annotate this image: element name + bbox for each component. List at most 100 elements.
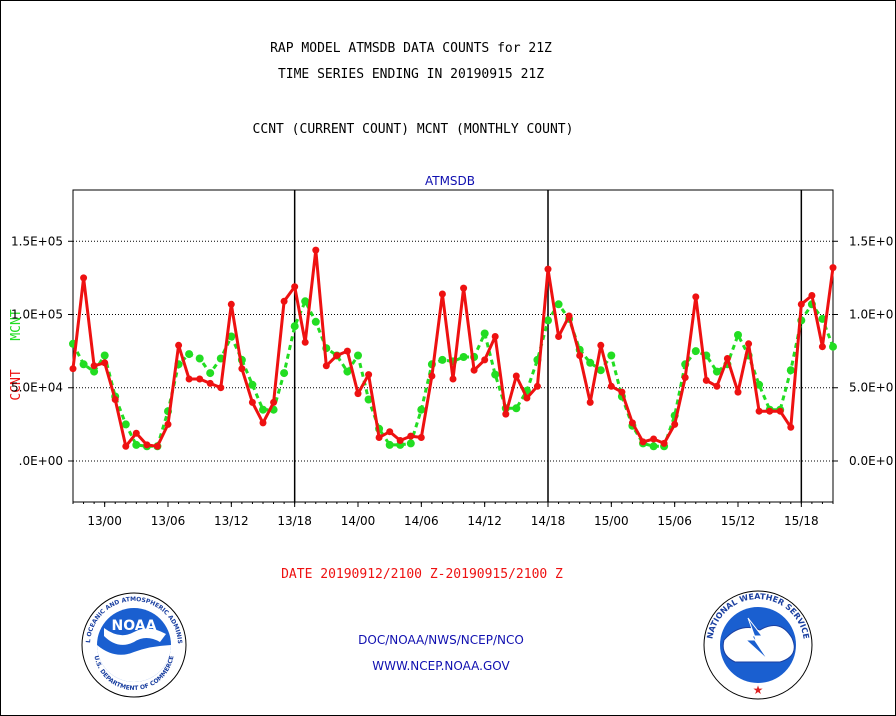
data-point-mcnt [100,351,109,360]
nws-logo: ★ NATIONAL WEATHER SERVICE [703,590,813,700]
data-point-mcnt [248,380,257,389]
data-point-mcnt [607,351,616,360]
x-tick-label: 15/06 [657,514,692,528]
noaa-text: NOAA [112,618,157,634]
x-tick-label: 15/00 [594,514,629,528]
y-tick-label-right: 1.0E+0 [849,308,893,322]
data-point-ccnt [460,284,468,292]
data-point-ccnt [681,374,689,381]
data-point-ccnt [481,356,489,364]
data-point-ccnt [555,333,563,340]
data-point-ccnt [533,382,541,390]
x-tick-label: 14/18 [531,514,566,528]
data-point-ccnt [597,341,605,349]
data-point-ccnt [829,264,837,272]
data-point-mcnt [596,366,605,375]
data-point-ccnt [702,376,710,384]
data-point-ccnt [565,312,573,320]
x-tick-label: 13/06 [151,514,186,528]
data-point-ccnt [755,407,763,415]
data-point-mcnt [227,332,236,341]
plot-area: .0E+00 0.0E+0 5.0E+04 5.0E+0 1.0E+05 1.0E+0 1.… [11,189,893,528]
url-label[interactable]: WWW.NCEP.NOAA.GOV [372,659,510,673]
data-point-ccnt [818,343,826,351]
data-point-mcnt [417,405,426,414]
data-point-ccnt [343,347,351,355]
data-point-mcnt [649,442,658,451]
data-point-ccnt [438,290,446,298]
title-line-1: RAP MODEL ATMSDB DATA COUNTS for 21Z [270,41,552,56]
x-tick-label: 15/12 [721,514,756,528]
data-point-ccnt [671,420,679,428]
y-axis-label-ccnt: CCNT [9,369,24,400]
data-point-ccnt [417,434,425,441]
data-point-ccnt [808,292,816,299]
data-point-ccnt [196,375,204,383]
data-point-mcnt [691,347,700,356]
data-point-ccnt [333,352,341,359]
x-tick-label: 14/12 [467,514,502,528]
data-point-ccnt [175,341,183,349]
data-point-ccnt [312,246,320,254]
y-tick-label-right: 0.0E+0 [849,454,893,468]
title-line-3: CCNT (CURRENT COUNT) MCNT (MONTHLY COUNT… [253,122,574,137]
data-point-mcnt [459,353,468,361]
data-point-mcnt [438,355,447,364]
data-point-mcnt [311,317,320,326]
data-point-ccnt [618,388,626,396]
data-point-ccnt [164,420,172,428]
y-tick-label-left: 5.0E+04 [11,381,63,395]
data-point-ccnt [491,333,499,340]
data-point-ccnt [238,365,246,373]
y-tick-label-right: 1.5E+0 [849,234,893,248]
data-point-mcnt [480,329,489,338]
series-line-ccnt [71,248,835,448]
org-label: DOC/NOAA/NWS/NCEP/NCO [358,633,524,647]
data-point-mcnt [734,331,742,339]
chart-title: ATMSDB [425,174,475,188]
data-point-ccnt [280,297,288,305]
data-point-ccnt [396,437,404,444]
data-point-ccnt [723,355,731,362]
y-tick-label-right: 5.0E+0 [849,381,893,395]
data-point-mcnt [544,316,552,325]
data-point-ccnt [512,372,520,380]
data-point-ccnt [576,352,584,359]
data-point-mcnt [554,300,563,309]
data-point-mcnt [121,420,130,429]
data-point-mcnt [259,405,267,414]
data-point-ccnt [322,362,330,370]
data-point-mcnt [185,350,194,359]
x-tick-label: 13/00 [87,514,122,528]
data-point-ccnt [586,398,594,406]
data-point-ccnt [143,441,151,449]
data-point-ccnt [270,398,278,406]
data-point-mcnt [132,440,141,449]
x-tick-label: 14/00 [341,514,376,528]
data-point-mcnt [385,440,394,449]
data-point-mcnt [280,369,289,378]
data-point-mcnt [79,360,88,369]
data-point-ccnt [660,439,668,447]
y-axis-label-mcnt: MCNT [9,309,24,340]
data-point-mcnt [755,380,764,389]
x-tick-label: 13/18 [277,514,312,528]
data-point-ccnt [206,379,214,387]
data-point-mcnt [829,342,837,351]
data-point-ccnt [470,366,478,374]
data-point-ccnt [101,359,109,367]
x-tick-label: 14/06 [404,514,439,528]
noaa-ring-text: NATIONAL OCEANIC AND ATMOSPHERIC ADMINIS… [0,0,183,644]
data-point-ccnt [217,384,225,392]
data-point-ccnt [776,407,784,415]
data-point-ccnt [301,338,309,346]
data-point-ccnt [628,419,636,427]
data-point-mcnt [195,354,204,363]
data-point-ccnt [248,398,256,406]
data-point-ccnt [650,435,658,443]
data-point-ccnt [428,372,436,380]
data-point-mcnt [206,369,215,378]
data-point-mcnt [406,439,415,448]
data-point-ccnt [122,442,130,450]
